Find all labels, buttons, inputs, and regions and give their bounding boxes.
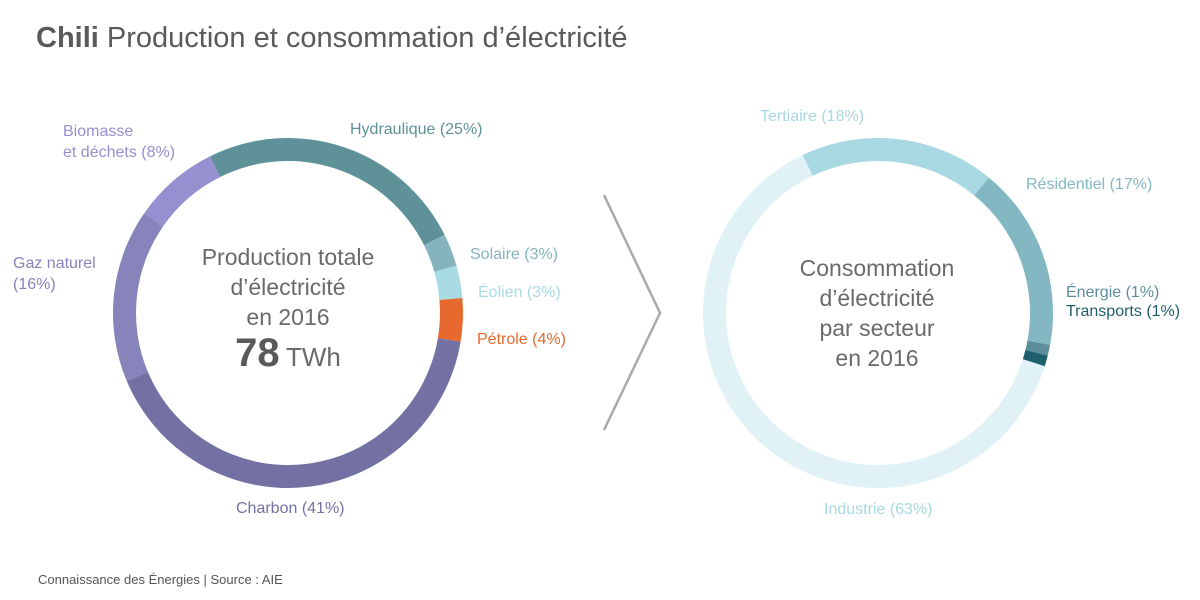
label-residentiel: Résidentiel (17%): [1026, 176, 1153, 193]
production-slice-gaz-naturel: [113, 213, 164, 382]
production-total-value: 78: [235, 331, 280, 375]
label-biomasse-line2: et déchets (8%): [63, 144, 176, 161]
production-slice-petrole: [437, 298, 463, 342]
label-gaz-naturel: Gaz naturel (16%): [13, 253, 96, 295]
label-biomasse-line1: Biomasse: [63, 123, 134, 140]
production-slice-charbon: [126, 338, 461, 488]
production-slice-biomasse-et-dechets: [144, 156, 221, 227]
label-eolien: Éolien (3%): [478, 284, 561, 301]
production-total-unit: TWh: [286, 342, 341, 372]
production-slice-solaire: [424, 234, 457, 272]
production-center-line2: d’électricité: [230, 274, 346, 300]
label-solaire: Solaire (3%): [470, 246, 559, 263]
label-charbon: Charbon (41%): [236, 500, 345, 517]
label-gaz-line1: Gaz naturel: [13, 255, 96, 272]
label-industrie: Industrie (63%): [824, 501, 933, 518]
chevron-arrow-icon: [602, 194, 662, 431]
chart-title: Chili Production et consommation d’élect…: [36, 22, 628, 55]
production-slice-hydraulique: [209, 138, 445, 246]
consumption-slice-energie: [1025, 340, 1051, 356]
label-gaz-line2: (16%): [13, 276, 56, 293]
consumption-center-text: Consommation d’électricité par secteur e…: [757, 253, 997, 373]
label-biomasse: Biomasse et déchets (8%): [63, 121, 175, 163]
consumption-slice-transports: [1022, 350, 1048, 367]
label-tertiaire: Tertiaire (18%): [760, 108, 865, 125]
production-center-text: Production totale d’électricité en 2016 …: [168, 242, 408, 373]
label-petrole: Pétrole (4%): [477, 331, 566, 348]
consumption-slice-tertiaire: [802, 137, 989, 196]
production-center-line3: en 2016: [246, 304, 330, 330]
label-transports: Transports (1%): [1066, 303, 1181, 320]
production-slice-eolien: [434, 265, 463, 301]
label-hydraulique: Hydraulique (25%): [350, 121, 483, 138]
production-center-line1: Production totale: [201, 244, 375, 270]
production-donut: [113, 138, 463, 488]
title-country: Chili: [36, 22, 99, 54]
consumption-center-line3: par secteur: [819, 315, 935, 341]
consumption-donut: [702, 137, 1053, 489]
consumption-center-line4: en 2016: [835, 345, 919, 371]
consumption-slice-residentiel: [974, 177, 1053, 345]
consumption-center-line2: d’électricité: [819, 285, 935, 311]
label-energie: Énergie (1%): [1066, 284, 1160, 301]
title-subtitle: Production et consommation d’électricité: [106, 22, 628, 54]
footer-source: Connaissance des Énergies | Source : AIE: [38, 572, 283, 587]
consumption-center-line1: Consommation: [799, 255, 955, 281]
